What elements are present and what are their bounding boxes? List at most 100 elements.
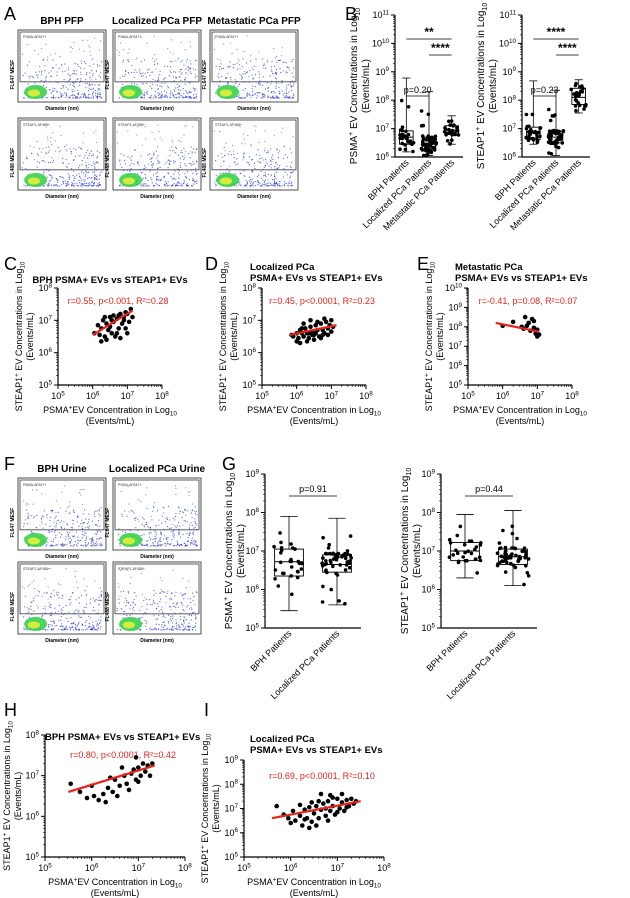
box-data-point (455, 533, 460, 538)
flow-event-dot (164, 185, 166, 187)
flow-x-label: Diameter (nm) (140, 638, 174, 644)
flow-event-dot (140, 544, 142, 546)
y-tick-label: 106 (448, 360, 462, 371)
flow-event-dot (71, 545, 73, 547)
flow-event-dot (89, 152, 91, 155)
flow-event-dot (242, 97, 244, 99)
flow-event-dot (178, 528, 180, 530)
flow-event-dot (48, 72, 50, 74)
flow-event-dot (192, 531, 194, 533)
flow-event-dot (56, 74, 58, 76)
flow-event-dot (153, 506, 155, 508)
flow-event-dot (84, 179, 86, 181)
flow-event-dot (55, 97, 57, 99)
flow-event-dot (188, 82, 190, 84)
flow-event-dot (124, 73, 126, 75)
flow-event-dot (290, 97, 292, 99)
flow-event-dot (286, 182, 288, 184)
flow-event-dot (98, 544, 100, 546)
flow-event-dot (77, 629, 79, 631)
flow-event-dot (192, 163, 194, 166)
flow-event-dot (194, 97, 196, 99)
flow-event-dot (74, 63, 76, 65)
flow-event-dot (181, 155, 184, 158)
box-data-point (411, 141, 416, 145)
flow-event-dot (185, 629, 187, 631)
flow-event-dot (181, 183, 183, 185)
flow-event-dot (35, 527, 37, 529)
flow-event-dot (91, 92, 94, 95)
flow-event-dot (285, 96, 287, 98)
flow-event-dot (163, 512, 165, 514)
flow-event-dot (161, 515, 163, 517)
flow-event-dot (133, 71, 135, 73)
box-data-point (404, 129, 408, 134)
flow-event-dot (87, 522, 89, 525)
box-data-point (524, 112, 529, 117)
flow-event-dot (91, 537, 93, 539)
flow-event-dot (232, 64, 234, 66)
flow-event-dot (192, 600, 194, 602)
scatter-point (522, 314, 528, 320)
flow-event-dot (155, 629, 157, 631)
flow-event-dot (69, 541, 71, 543)
scatter-point (309, 800, 315, 805)
flow-event-dot (162, 616, 164, 618)
flow-y-label: FL647 MESF (105, 60, 111, 90)
flow-event-dot (44, 608, 46, 610)
flow-event-dot (42, 614, 44, 617)
flow-event-dot (154, 91, 156, 93)
flow-event-dot (87, 39, 89, 41)
flow-event-dot (80, 185, 82, 187)
flow-event-dot (142, 75, 144, 77)
flow-event-dot (144, 619, 146, 622)
flow-event-dot (192, 68, 194, 70)
flow-event-dot (65, 93, 67, 95)
flow-event-dot (94, 580, 96, 582)
box-data-point (403, 143, 407, 147)
flow-event-dot (145, 138, 147, 140)
flow-event-dot (179, 164, 181, 167)
flow-event-dot (286, 84, 288, 86)
flow-event-dot (157, 543, 159, 545)
flow-event-dot (99, 174, 101, 176)
flow-event-dot (85, 518, 87, 520)
box-data-point (478, 558, 483, 563)
flow-event-dot (23, 628, 25, 630)
box-data-point (299, 567, 304, 571)
flow-event-dot (277, 156, 279, 159)
flow-event-dot (127, 72, 129, 74)
flow-event-dot (188, 66, 190, 68)
flow-event-dot (179, 626, 181, 628)
flow-event-dot (167, 622, 169, 624)
flow-event-dot (191, 612, 194, 614)
flow-event-dot (141, 544, 143, 547)
flow-event-dot (159, 94, 161, 96)
flow-event-dot (98, 75, 100, 77)
flow-event-dot (163, 528, 165, 530)
flow-event-dot (283, 145, 285, 148)
flow-event-dot (270, 163, 272, 165)
y-tick-label: 108 (242, 282, 256, 293)
flow-event-dot (273, 135, 275, 137)
box-data-point (573, 94, 578, 99)
flow-event-dot (189, 90, 191, 93)
flow-event-dot (166, 537, 168, 539)
flow-event-dot (189, 528, 191, 530)
flow-event-dot (67, 620, 69, 623)
flow-event-dot (95, 598, 97, 601)
flow-event-dot (182, 625, 184, 627)
flow-event-dot (38, 591, 41, 593)
flow-event-dot (289, 82, 291, 84)
flow-event-dot (65, 94, 67, 96)
y-axis-label: STEAP1+ EV Concentrations in Log10 (399, 468, 413, 635)
box-data-point (421, 139, 425, 144)
flow-event-dot (116, 49, 118, 51)
flow-event-dot (249, 69, 251, 71)
flow-event-dot (145, 82, 147, 85)
flow-event-dot (84, 621, 86, 623)
flow-event-dot (92, 609, 94, 612)
flow-event-dot (37, 154, 40, 156)
flow-event-dot (215, 185, 217, 187)
scatter-point (274, 803, 280, 809)
